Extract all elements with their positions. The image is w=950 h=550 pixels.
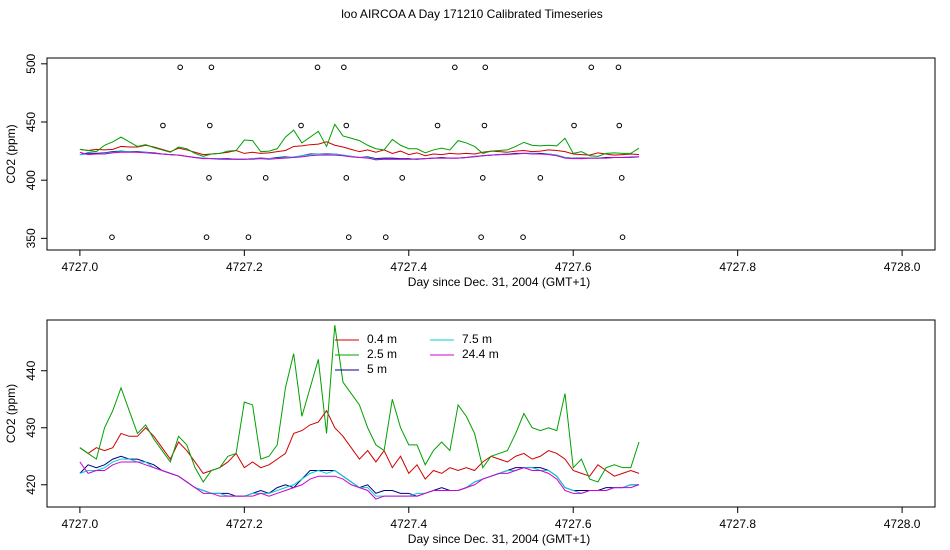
- series-line: [79, 325, 640, 483]
- calibration-point: [479, 175, 486, 181]
- series-line: [79, 461, 640, 500]
- calibration-point: [177, 64, 183, 71]
- y-tick-label: 400: [24, 170, 38, 190]
- y-tick-label: 440: [24, 360, 38, 380]
- y-tick-label: 500: [24, 53, 38, 73]
- x-tick-label: 4727.8: [719, 517, 756, 531]
- calibration-point: [616, 122, 623, 129]
- x-tick-label: 4727.8: [719, 260, 756, 274]
- calibration-point: [126, 175, 133, 181]
- calibration-point: [298, 122, 304, 129]
- x-axis-label: Day since Dec. 31, 2004 (GMT+1): [408, 532, 590, 546]
- calibration-point: [345, 234, 352, 240]
- x-tick-label: 4727.4: [390, 260, 427, 274]
- calibration-point: [434, 122, 441, 129]
- calibration-point: [619, 234, 626, 240]
- calibration-point: [314, 64, 321, 71]
- y-axis-label: CO2 (ppm): [4, 384, 18, 443]
- plot-frame: [46, 319, 936, 508]
- calibration-point: [588, 64, 595, 71]
- x-tick-label: 4728.0: [884, 517, 921, 531]
- calibration-point: [452, 64, 458, 71]
- calibration-point: [262, 175, 269, 181]
- calibration-point: [615, 64, 622, 71]
- legend-label: 2.5 m: [367, 347, 397, 361]
- calibration-point: [343, 122, 350, 129]
- calibration-point: [478, 234, 484, 240]
- calibration-point: [399, 175, 406, 181]
- calibration-point: [618, 175, 625, 181]
- x-tick-label: 4728.0: [884, 260, 921, 274]
- plot-frame: [46, 57, 936, 251]
- series-line: [79, 123, 640, 157]
- x-tick-label: 4727.6: [555, 260, 592, 274]
- y-tick-label: 430: [24, 417, 38, 437]
- legend-label: 5 m: [367, 362, 387, 376]
- series-line: [79, 151, 640, 161]
- y-tick-label: 420: [24, 474, 38, 494]
- calibration-point: [206, 175, 212, 181]
- legend-label: 24.4 m: [462, 347, 499, 361]
- calibration-point: [245, 234, 252, 240]
- x-tick-label: 4727.6: [555, 517, 592, 531]
- calibration-point: [203, 234, 210, 240]
- calibration-point: [109, 234, 115, 240]
- calibration-point: [571, 122, 577, 129]
- y-axis-label: CO2 (ppm): [4, 124, 18, 183]
- y-tick-label: 450: [24, 112, 38, 132]
- calibration-point: [343, 175, 350, 181]
- y-tick-label: 350: [24, 228, 38, 248]
- calibration-point: [520, 234, 526, 240]
- legend-label: 0.4 m: [367, 332, 397, 346]
- calibration-point: [482, 64, 489, 71]
- x-tick-label: 4727.2: [226, 517, 263, 531]
- calibration-point: [207, 122, 213, 129]
- calibration-point: [341, 64, 347, 71]
- calibration-point: [160, 122, 166, 129]
- x-axis-label: Day since Dec. 31, 2004 (GMT+1): [408, 275, 590, 289]
- calibration-point: [208, 64, 215, 71]
- x-tick-label: 4727.2: [226, 260, 263, 274]
- figure-title: loo AIRCOA A Day 171210 Calibrated Times…: [341, 7, 602, 21]
- x-tick-label: 4727.0: [62, 517, 99, 531]
- x-tick-label: 4727.4: [390, 517, 427, 531]
- calibration-point: [481, 122, 488, 129]
- calibration-point: [537, 175, 544, 181]
- legend-label: 7.5 m: [462, 332, 492, 346]
- x-tick-label: 4727.0: [62, 260, 99, 274]
- calibration-point: [382, 234, 389, 240]
